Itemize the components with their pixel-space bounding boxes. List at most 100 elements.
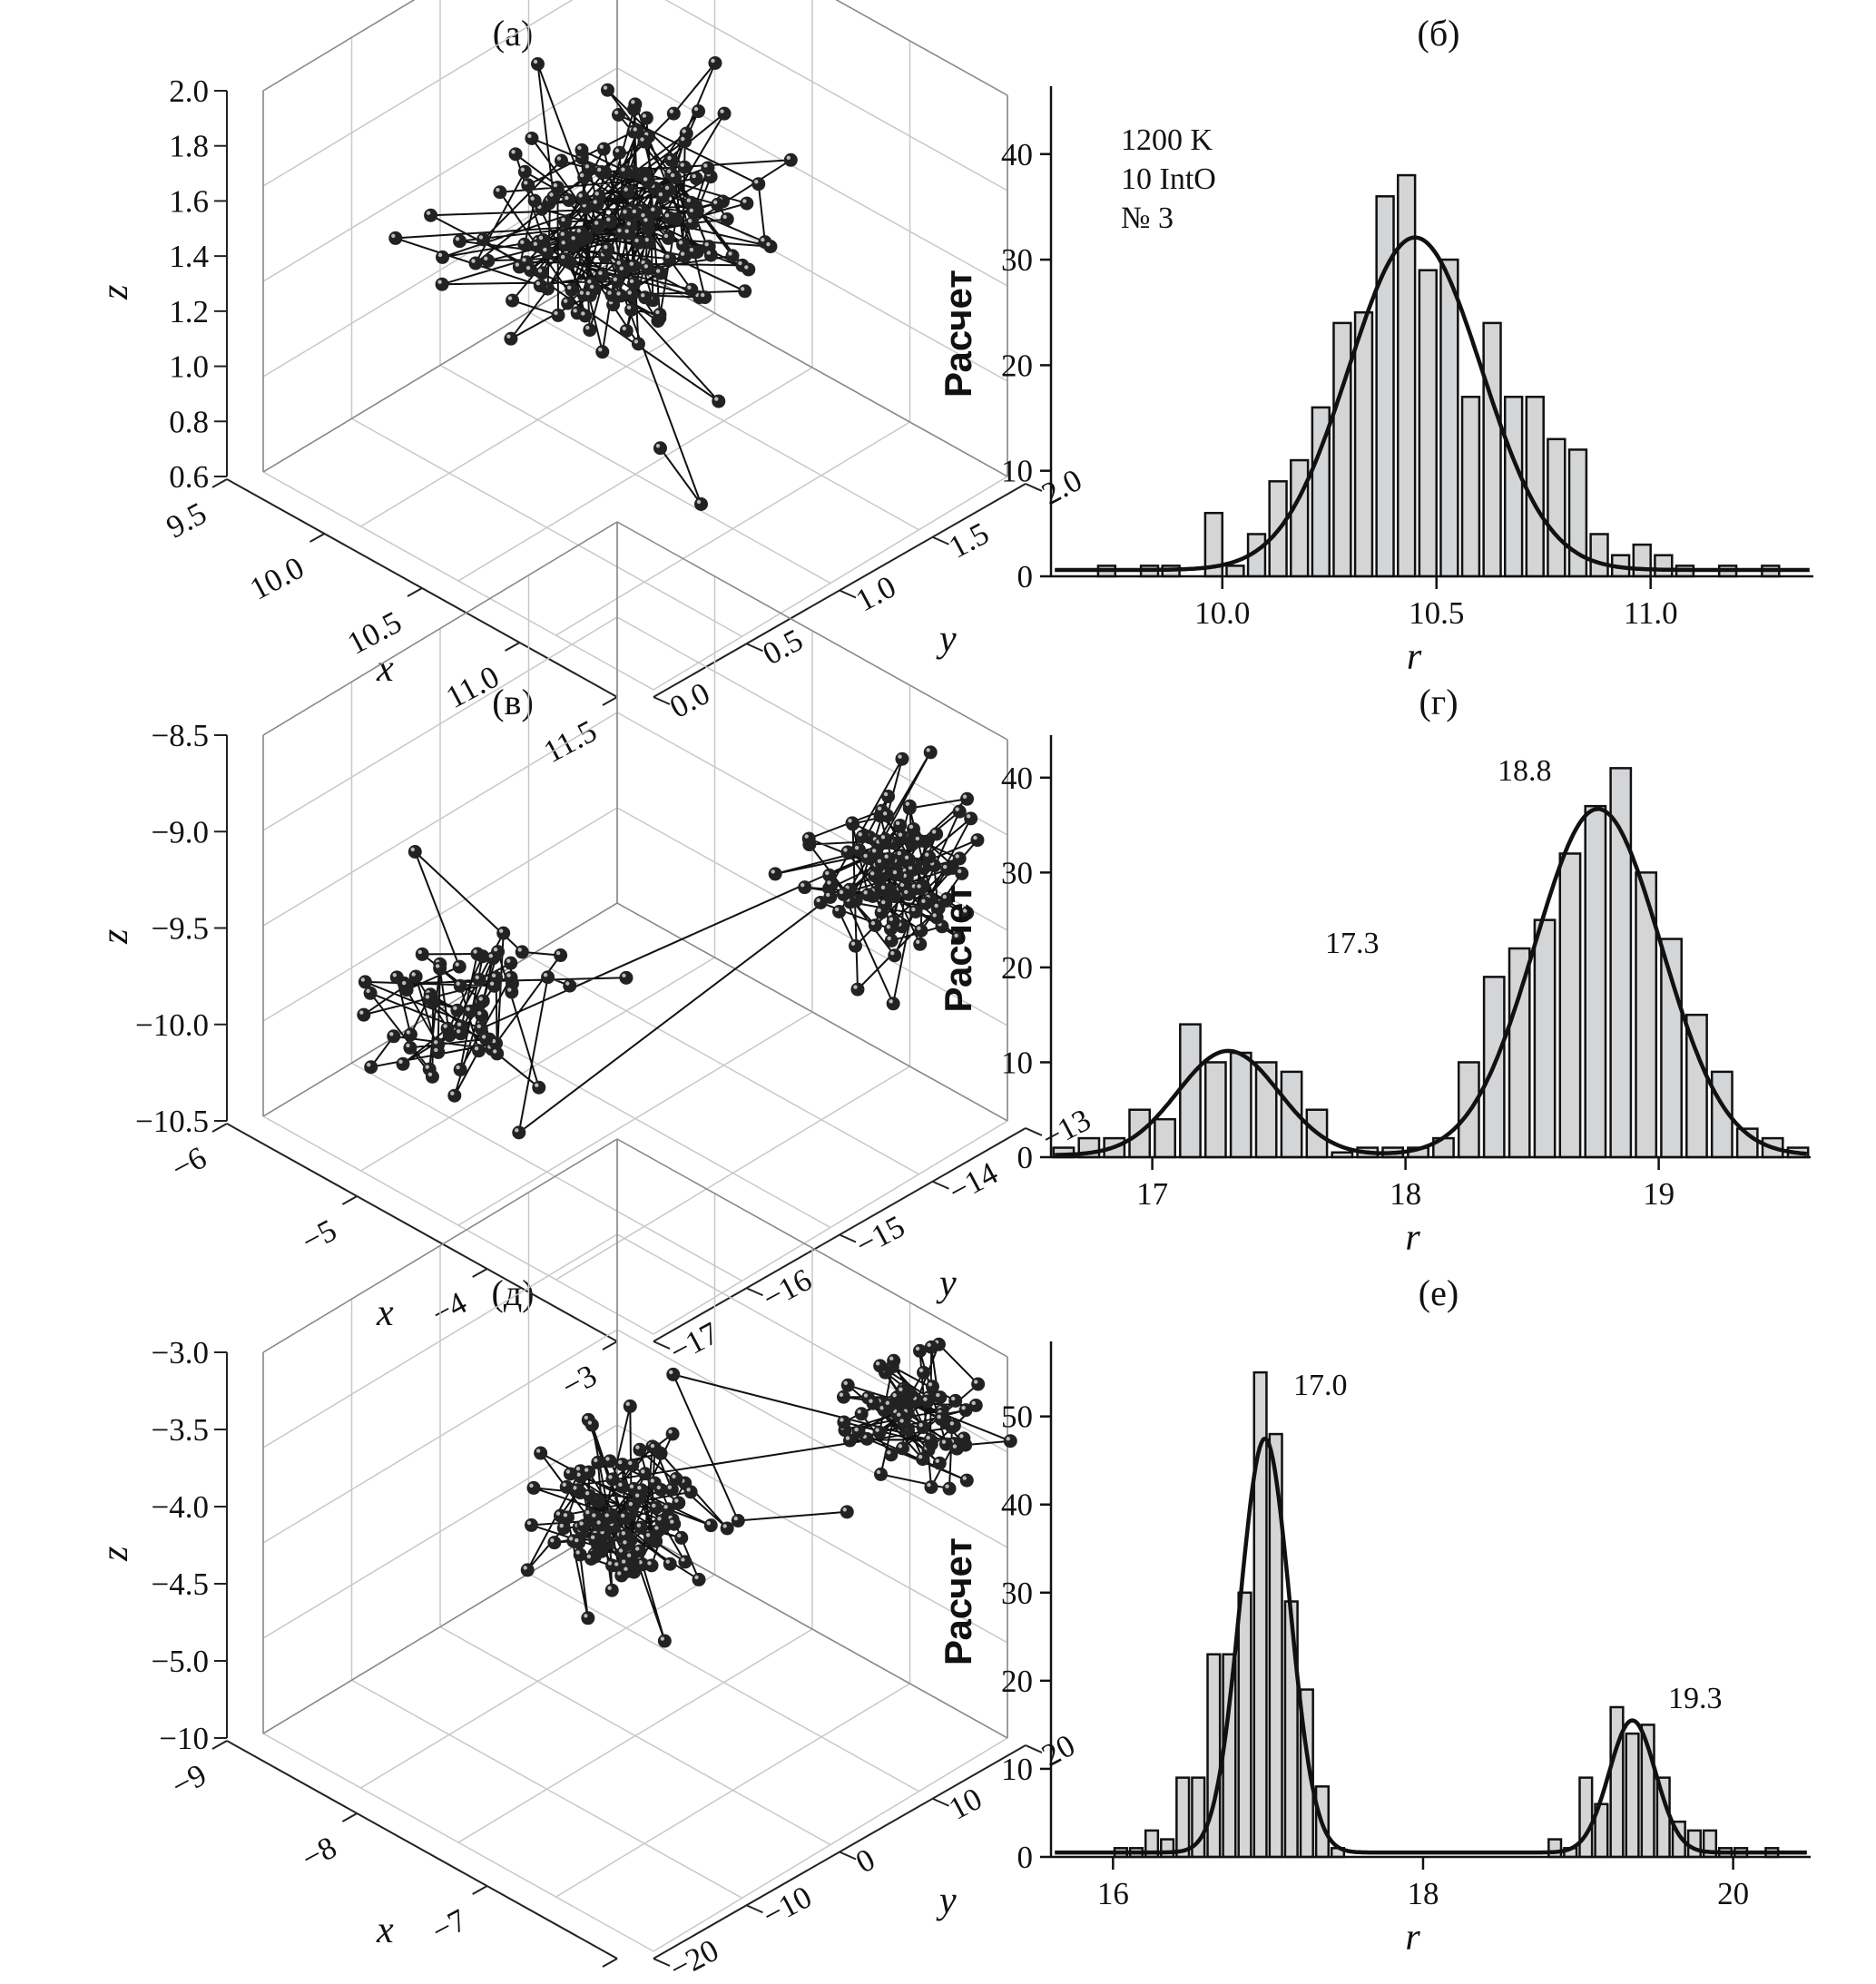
atom-highlight xyxy=(908,865,913,870)
x-tick-label: 18 xyxy=(1390,1176,1421,1212)
atom-point xyxy=(934,1412,948,1427)
atom-point xyxy=(895,751,909,766)
atom-point xyxy=(901,887,916,901)
atom-highlight xyxy=(535,1083,539,1087)
grid-line xyxy=(653,476,1008,691)
atom-highlight xyxy=(869,1399,873,1403)
y-tick xyxy=(839,1233,857,1243)
histogram-bar xyxy=(1686,1829,1702,1859)
z-axis-title: z xyxy=(94,929,136,945)
atom-point xyxy=(505,985,519,999)
atom-highlight xyxy=(593,200,597,204)
atom-highlight xyxy=(663,233,669,239)
atom-highlight xyxy=(619,266,624,270)
atom-highlight xyxy=(641,212,645,218)
atom-point xyxy=(916,1452,930,1467)
atom-point xyxy=(923,1433,938,1448)
atom-point xyxy=(453,234,467,249)
atom-highlight xyxy=(579,290,584,295)
atom-highlight xyxy=(556,156,562,161)
atom-highlight xyxy=(628,1460,633,1466)
atom-highlight xyxy=(884,854,889,859)
atom-point xyxy=(878,832,892,847)
atom-point xyxy=(850,982,865,997)
atom-highlight xyxy=(598,270,603,275)
atom-highlight xyxy=(520,240,525,244)
atom-point xyxy=(476,232,491,247)
atom-highlight xyxy=(478,235,484,240)
atom-highlight xyxy=(672,1474,676,1479)
atom-point xyxy=(603,1454,617,1468)
atom-point xyxy=(639,111,653,125)
atom-point xyxy=(720,1521,734,1536)
y-tick-label: 0 xyxy=(1017,1840,1034,1875)
atom-point xyxy=(924,1480,938,1495)
atom-highlight xyxy=(628,1501,634,1507)
atom-highlight xyxy=(771,869,775,874)
histogram-bar xyxy=(1632,543,1652,578)
atom-highlight xyxy=(391,233,396,239)
atom-point xyxy=(948,1393,963,1408)
atom-point xyxy=(641,174,655,189)
atom-highlight xyxy=(954,933,958,938)
atom-highlight xyxy=(425,995,430,999)
atom-point xyxy=(649,1500,663,1515)
atom-point xyxy=(431,1045,446,1059)
x-tick-label: 10.5 xyxy=(1409,595,1464,631)
grid-line xyxy=(439,1626,831,1846)
z-tick-label: 1.0 xyxy=(169,349,209,385)
atom-point xyxy=(578,309,593,323)
atom-highlight xyxy=(577,145,582,151)
atom-point xyxy=(666,106,681,121)
y-tick-label: 0 xyxy=(1017,559,1034,594)
atom-highlight xyxy=(857,1409,861,1414)
atom-highlight xyxy=(885,1400,890,1405)
atom-highlight xyxy=(694,1575,699,1580)
atom-highlight xyxy=(517,948,522,952)
x-tick-label: 18 xyxy=(1407,1876,1439,1911)
atom-highlight xyxy=(962,794,967,799)
atom-point xyxy=(496,926,511,940)
atom-point xyxy=(666,1367,681,1381)
y-tick xyxy=(746,1904,763,1914)
atom-point xyxy=(883,922,898,937)
atom-point xyxy=(686,205,701,220)
y-axis-title: y xyxy=(936,1881,957,1922)
atom-highlight xyxy=(687,285,692,290)
z-tick-label: 1.8 xyxy=(169,129,209,164)
x-tick xyxy=(309,533,325,543)
atom-highlight xyxy=(489,981,495,987)
panel-label-b: (б) xyxy=(1418,13,1460,54)
atom-highlight xyxy=(443,1024,447,1028)
atom-point xyxy=(604,214,618,229)
atom-highlight xyxy=(616,260,621,265)
z-tick-label: −8.5 xyxy=(152,718,210,753)
atom-highlight xyxy=(899,882,905,888)
atom-highlight xyxy=(926,748,930,752)
atom-point xyxy=(955,866,969,880)
atom-highlight xyxy=(971,1400,976,1406)
x-axis xyxy=(226,1123,618,1342)
atom-highlight xyxy=(889,999,893,1004)
cube-edge xyxy=(835,0,1008,96)
atom-highlight xyxy=(664,185,670,191)
atom-point xyxy=(698,290,712,305)
atom-highlight xyxy=(635,1445,640,1449)
y-tick-label: 50 xyxy=(1001,1400,1033,1435)
atom-point xyxy=(452,959,467,974)
atom-highlight xyxy=(840,1418,844,1422)
atom-point xyxy=(415,947,429,961)
atom-point xyxy=(422,992,437,1007)
atom-point xyxy=(914,923,928,938)
atom-highlight xyxy=(401,980,407,986)
atom-highlight xyxy=(633,127,637,132)
atom-point xyxy=(879,882,893,897)
atom-point xyxy=(558,214,573,229)
atom-highlight xyxy=(712,200,718,205)
peak-label: 10 IntO xyxy=(1121,162,1216,196)
atom-highlight xyxy=(645,1533,651,1537)
atom-highlight xyxy=(882,811,888,816)
atom-point xyxy=(583,1488,597,1503)
atom-highlight xyxy=(585,325,590,330)
